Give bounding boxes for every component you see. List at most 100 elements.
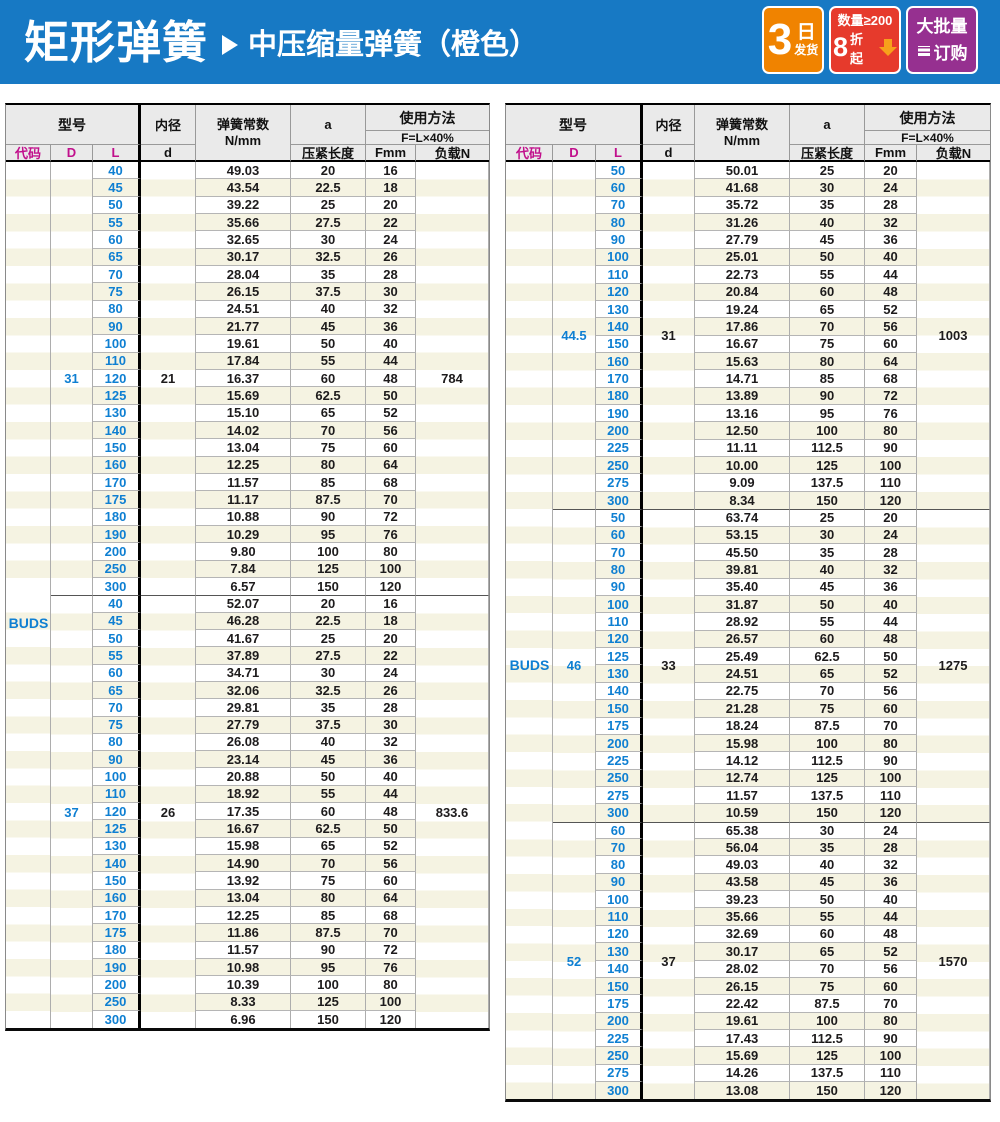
cell-L: 80 bbox=[93, 300, 141, 318]
shipping-label: 发货 bbox=[794, 42, 819, 57]
cell-spring-rate: 43.54 bbox=[196, 179, 291, 197]
cell-spring-rate: 10.29 bbox=[196, 525, 291, 544]
cell-spring-rate: 11.86 bbox=[196, 924, 291, 942]
cell-fmm: 40 bbox=[366, 768, 416, 786]
cell-load: 1275 bbox=[917, 509, 990, 822]
shipping-days: 3 bbox=[767, 15, 793, 64]
cell-spring-rate: 13.16 bbox=[695, 405, 790, 423]
cell-L: 90 bbox=[596, 231, 643, 249]
cell-fmm: 20 bbox=[865, 162, 917, 180]
cell-d: 37 bbox=[643, 821, 695, 1100]
cell-compress-len: 100 bbox=[291, 976, 366, 994]
cell-compress-len: 75 bbox=[790, 977, 865, 996]
cell-L: 175 bbox=[596, 995, 643, 1013]
cell-compress-len: 60 bbox=[790, 925, 865, 944]
cell-spring-rate: 8.34 bbox=[695, 491, 790, 510]
cell-compress-len: 100 bbox=[790, 734, 865, 753]
cell-L: 150 bbox=[596, 977, 643, 996]
cell-L: 200 bbox=[596, 1012, 643, 1030]
cell-L: 90 bbox=[596, 873, 643, 892]
cell-spring-rate: 41.68 bbox=[695, 179, 790, 197]
cell-fmm: 100 bbox=[366, 560, 416, 578]
cell-L: 80 bbox=[596, 214, 643, 232]
cell-fmm: 120 bbox=[865, 1082, 917, 1100]
cell-spring-rate: 19.61 bbox=[196, 335, 291, 353]
cell-spring-rate: 10.39 bbox=[196, 976, 291, 994]
cell-L: 90 bbox=[596, 578, 643, 596]
cell-spring-rate: 27.79 bbox=[695, 231, 790, 249]
cell-spring-rate: 8.33 bbox=[196, 993, 291, 1012]
cell-spring-rate: 35.72 bbox=[695, 196, 790, 215]
cell-spring-rate: 21.28 bbox=[695, 700, 790, 718]
cell-compress-len: 40 bbox=[790, 214, 865, 232]
cell-load: 1570 bbox=[917, 821, 990, 1100]
cell-L: 175 bbox=[93, 491, 141, 509]
cell-compress-len: 45 bbox=[291, 751, 366, 769]
cell-load: 833.6 bbox=[416, 595, 489, 1029]
cell-L: 45 bbox=[93, 612, 141, 630]
cell-spring-rate: 12.74 bbox=[695, 769, 790, 787]
cell-compress-len: 55 bbox=[790, 613, 865, 631]
cell-spring-rate: 10.88 bbox=[196, 508, 291, 526]
cell-compress-len: 60 bbox=[291, 369, 366, 388]
cell-compress-len: 22.5 bbox=[291, 179, 366, 197]
discount-value: 8 bbox=[833, 32, 849, 63]
cell-L: 70 bbox=[93, 265, 141, 284]
cell-fmm: 100 bbox=[865, 457, 917, 475]
cell-L: 190 bbox=[93, 525, 141, 544]
cell-compress-len: 37.5 bbox=[291, 283, 366, 301]
cell-spring-rate: 22.42 bbox=[695, 995, 790, 1013]
cell-spring-rate: 26.15 bbox=[196, 283, 291, 301]
cell-fmm: 36 bbox=[865, 578, 917, 596]
cell-spring-rate: 14.02 bbox=[196, 421, 291, 440]
cell-compress-len: 55 bbox=[790, 266, 865, 284]
cell-fmm: 40 bbox=[865, 891, 917, 909]
cell-L: 180 bbox=[596, 387, 643, 406]
cell-spring-rate: 18.92 bbox=[196, 785, 291, 804]
cell-spring-rate: 39.22 bbox=[196, 196, 291, 214]
cell-spring-rate: 27.79 bbox=[196, 716, 291, 734]
header-load: 负载N bbox=[416, 145, 489, 162]
header-D: D bbox=[553, 145, 596, 162]
cell-spring-rate: 17.35 bbox=[196, 803, 291, 821]
cell-L: 60 bbox=[596, 179, 643, 197]
cell-L: 125 bbox=[93, 387, 141, 405]
cell-spring-rate: 31.26 bbox=[695, 214, 790, 232]
cell-compress-len: 90 bbox=[790, 387, 865, 406]
cell-fmm: 80 bbox=[865, 734, 917, 753]
cell-compress-len: 95 bbox=[291, 525, 366, 544]
header-load: 负载N bbox=[917, 145, 990, 162]
cell-fmm: 76 bbox=[865, 405, 917, 423]
cell-compress-len: 125 bbox=[790, 457, 865, 475]
cell-L: 120 bbox=[596, 630, 643, 649]
cell-L: 250 bbox=[596, 769, 643, 787]
cell-compress-len: 45 bbox=[790, 873, 865, 892]
cell-fmm: 50 bbox=[865, 648, 917, 666]
cell-compress-len: 25 bbox=[790, 162, 865, 180]
cell-compress-len: 30 bbox=[790, 179, 865, 197]
cell-compress-len: 35 bbox=[790, 543, 865, 562]
cell-spring-rate: 21.77 bbox=[196, 317, 291, 336]
cell-fmm: 76 bbox=[366, 959, 416, 977]
cell-compress-len: 35 bbox=[291, 265, 366, 284]
col-code-band bbox=[6, 595, 51, 1029]
cell-L: 300 bbox=[596, 804, 643, 822]
cell-compress-len: 125 bbox=[291, 560, 366, 578]
cell-compress-len: 50 bbox=[790, 248, 865, 267]
cell-compress-len: 112.5 bbox=[790, 439, 865, 458]
cell-L: 275 bbox=[596, 474, 643, 492]
bulk-label: 大批量 bbox=[916, 17, 968, 37]
cell-spring-rate: 20.88 bbox=[196, 768, 291, 786]
cell-spring-rate: 24.51 bbox=[695, 665, 790, 683]
cell-fmm: 36 bbox=[366, 751, 416, 769]
cell-fmm: 60 bbox=[366, 872, 416, 890]
cell-L: 40 bbox=[93, 595, 141, 613]
cell-L: 60 bbox=[596, 821, 643, 840]
cell-spring-rate: 15.98 bbox=[695, 734, 790, 753]
cell-fmm: 44 bbox=[865, 908, 917, 926]
header-inner-dia: 内径 bbox=[141, 105, 196, 145]
cell-compress-len: 100 bbox=[291, 543, 366, 561]
cell-spring-rate: 16.67 bbox=[695, 335, 790, 353]
cell-fmm: 22 bbox=[366, 213, 416, 232]
